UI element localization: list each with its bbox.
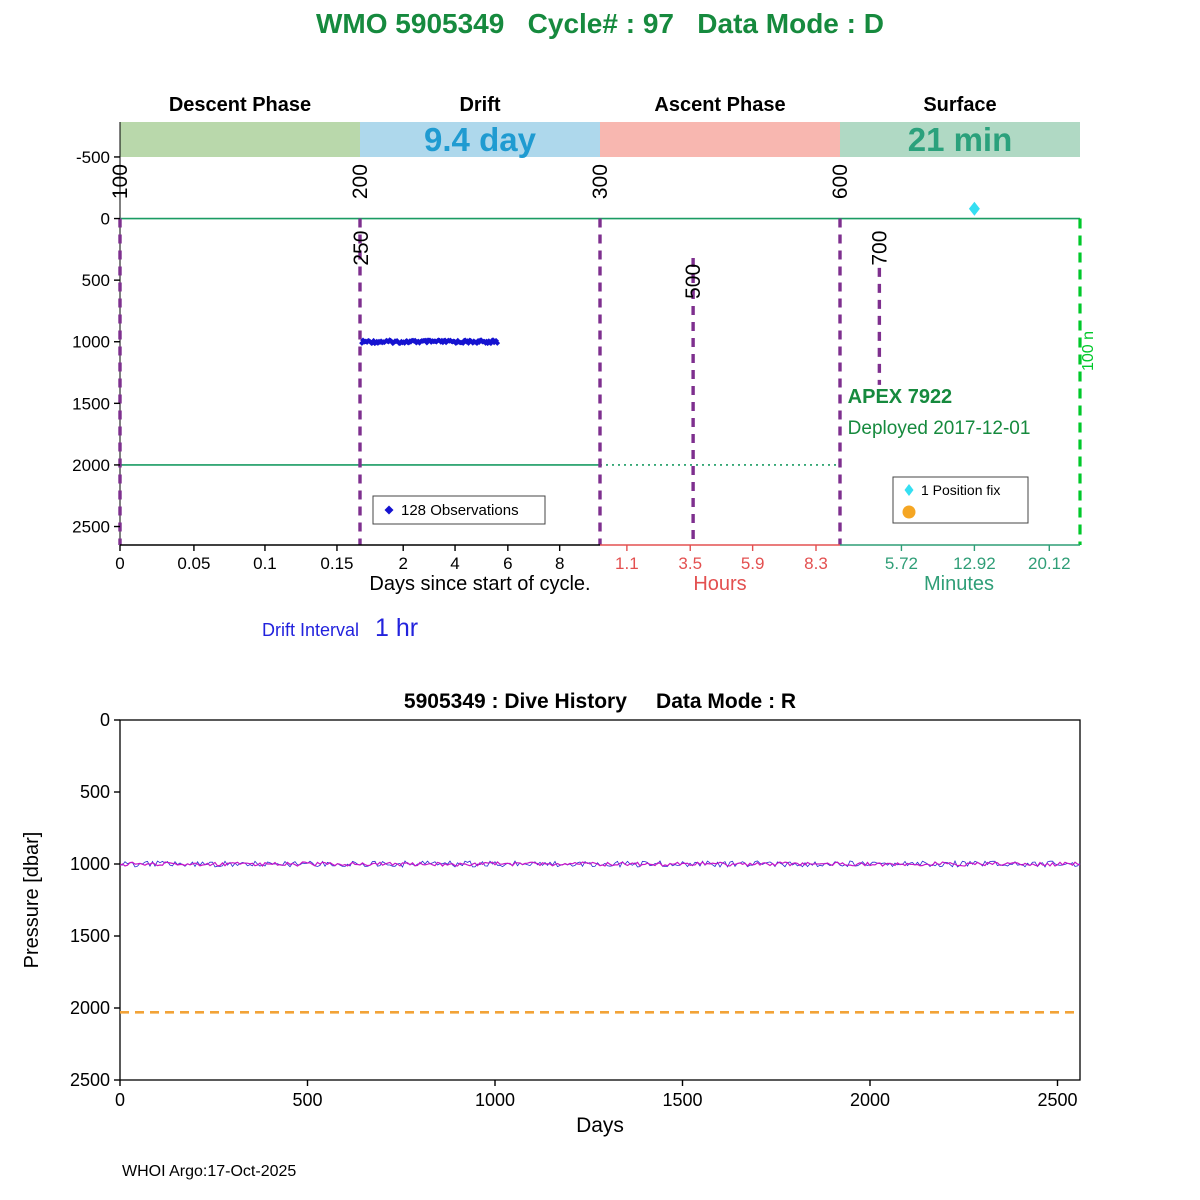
- mission-event-label-100: 100: [109, 164, 132, 199]
- x-tick-label: 5.72: [885, 554, 918, 573]
- x-tick-label: 3.5: [678, 554, 702, 573]
- x-tick-label: 0.15: [320, 554, 353, 573]
- x-tick-label: 20.12: [1028, 554, 1071, 573]
- y-tick-label: 0: [101, 210, 110, 229]
- y-tick-label: 2000: [70, 998, 110, 1018]
- y-tick-label: -500: [76, 148, 110, 167]
- x-tick-label: 8: [555, 554, 564, 573]
- x-tick-label: 6: [503, 554, 512, 573]
- mission-event-label-300: 300: [589, 164, 612, 199]
- y-tick-label: 2500: [72, 518, 110, 537]
- x-tick-label: 0: [115, 1090, 125, 1110]
- observations-legend-label: 128 Observations: [401, 502, 519, 519]
- x-tick-label: 2500: [1037, 1090, 1077, 1110]
- x-tick-label: 1500: [662, 1090, 702, 1110]
- mission-event-label-600: 600: [829, 164, 852, 199]
- mission-event-label-200: 200: [349, 164, 372, 199]
- y-tick-label: 0: [100, 710, 110, 730]
- mission-event-label-250: 250: [350, 231, 373, 266]
- drift-pressure-history: [119, 861, 1081, 867]
- x-axis-label-days-since-start-of-cycle: Days since start of cycle.: [369, 573, 590, 595]
- x-axis-label: Days: [576, 1114, 624, 1137]
- x-tick-label: 12.92: [953, 554, 996, 573]
- park-legend-marker: [902, 505, 916, 519]
- x-axis-label-minutes: Minutes: [924, 573, 994, 595]
- mission-event-label-500: 500: [682, 264, 705, 299]
- y-tick-label: 2500: [70, 1070, 110, 1090]
- drift-observations-series: [359, 337, 501, 347]
- observations-legend-box: [372, 495, 546, 525]
- mission-event-label-700: 700: [868, 231, 891, 266]
- position-fix-legend-marker: [904, 484, 914, 496]
- position-fix-legend-label: 1 Position fix: [921, 482, 1000, 498]
- y-tick-label: 500: [80, 782, 110, 802]
- x-tick-label: 1.1: [615, 554, 639, 573]
- phase-duration-surface: 21 min: [908, 121, 1013, 158]
- plot-border: [119, 719, 1081, 1081]
- float-info-1: Deployed 2017-12-01: [848, 418, 1031, 439]
- phase-label-drift: Drift: [459, 94, 500, 116]
- y-tick-label: 1500: [70, 926, 110, 946]
- y-tick-label: 500: [82, 271, 110, 290]
- surface-marker-label: 100 n: [1080, 331, 1097, 371]
- drift-interval-value: 1 hr: [375, 614, 419, 642]
- position-fix-legend-box: [892, 476, 1029, 524]
- x-tick-label: 0: [115, 554, 124, 573]
- x-tick-label: 0.05: [177, 554, 210, 573]
- y-tick-label: 1500: [72, 394, 110, 413]
- cycle-timing-plot: Descent Phase Drift 9.4 day Ascent Phase Sur…: [72, 94, 1097, 595]
- page-title: WMO 5905349 Cycle# : 97 Data Mode : D: [316, 8, 884, 39]
- y-axis-label: Pressure [dbar]: [21, 832, 43, 969]
- footer-text: WHOI Argo:17-Oct-2025: [122, 1163, 297, 1180]
- drift-interval-label: Drift Interval: [262, 620, 360, 640]
- x-tick-label: 0.1: [253, 554, 277, 573]
- phase-band-drift: [360, 122, 600, 157]
- x-tick-label: 2000: [850, 1090, 890, 1110]
- x-tick-label: 5.9: [741, 554, 765, 573]
- phase-label-ascent-phase: Ascent Phase: [654, 94, 785, 116]
- y-tick-label: 1000: [70, 854, 110, 874]
- x-tick-label: 1000: [475, 1090, 515, 1110]
- phase-duration-drift: 9.4 day: [424, 121, 537, 158]
- dive-history-title: 5905349 : Dive History Data Mode : R: [403, 690, 797, 713]
- x-tick-label: 2: [398, 554, 407, 573]
- x-tick-label: 500: [292, 1090, 322, 1110]
- observations-legend-marker: [384, 505, 394, 515]
- phase-band-surface: [840, 122, 1080, 157]
- phase-band-descent-phase: [120, 122, 360, 157]
- drift-interval: Drift Interval 1 hr: [262, 614, 418, 643]
- phase-label-surface: Surface: [923, 94, 996, 116]
- phase-band-ascent-phase: [600, 122, 840, 157]
- y-tick-label: 2000: [72, 456, 110, 475]
- float-info-0: APEX 7922: [848, 386, 953, 408]
- phase-label-descent-phase: Descent Phase: [169, 94, 311, 116]
- y-tick-label: 1000: [72, 333, 110, 352]
- position-fix-marker: [968, 201, 980, 216]
- x-tick-label: 4: [450, 554, 459, 573]
- x-tick-label: 8.3: [804, 554, 828, 573]
- x-axis-label-hours: Hours: [693, 573, 746, 595]
